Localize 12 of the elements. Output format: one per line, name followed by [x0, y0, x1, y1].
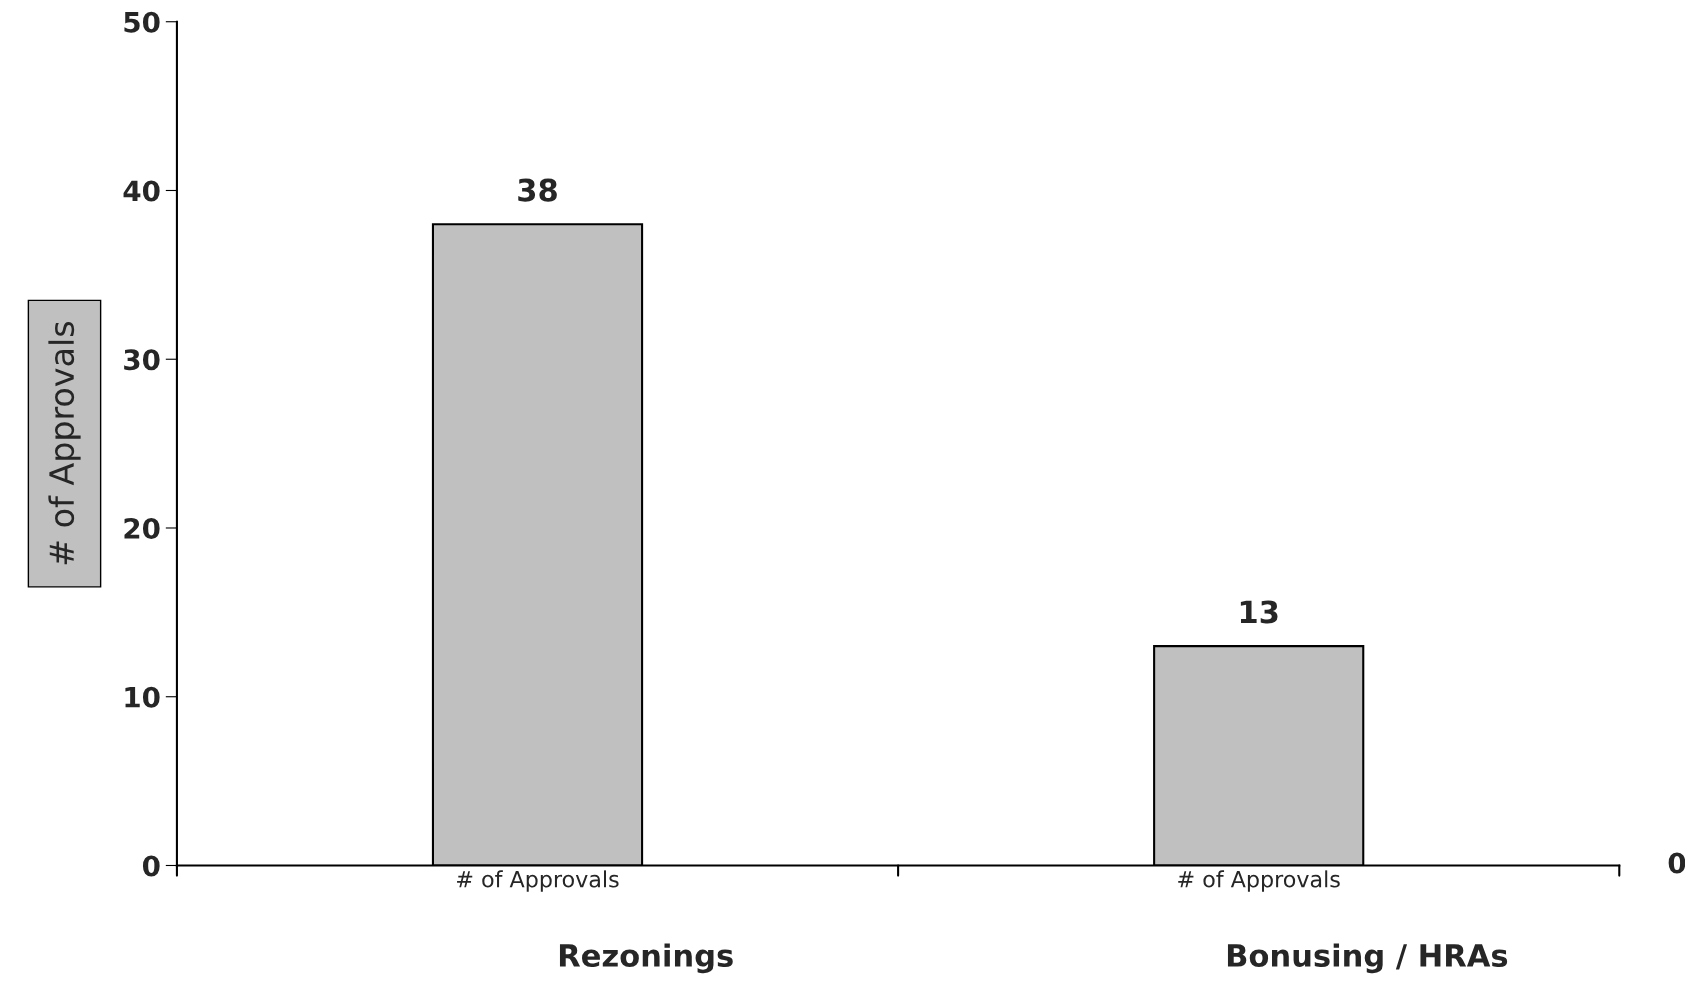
y-tick-label: 0 [142, 855, 160, 877]
text: 0 [1668, 852, 1685, 874]
text: Bonusing / HRAs [1227, 943, 1508, 974]
y-tick-label: 10 [125, 686, 160, 708]
data-label: 38 [518, 178, 557, 202]
y-tick-label: 30 [124, 349, 160, 371]
y-tick-label: 50 [124, 11, 160, 33]
text: Rezonings [559, 943, 733, 974]
y-axis-title: # of Approvals [48, 321, 81, 565]
y-tick-label: 40 [123, 180, 160, 202]
y-tick-label: 20 [124, 517, 160, 539]
data-label: 13 [1240, 600, 1278, 624]
